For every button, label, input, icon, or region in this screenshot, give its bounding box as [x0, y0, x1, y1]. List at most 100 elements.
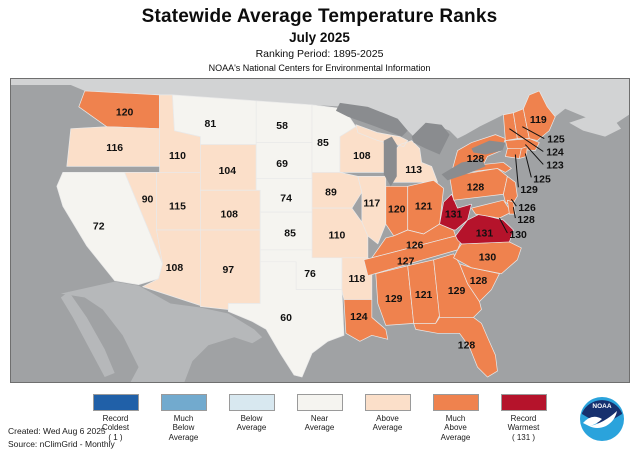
state-value-CA: 72: [93, 222, 105, 233]
state-value-VA: 131: [476, 228, 494, 239]
state-value-NM: 97: [222, 265, 234, 276]
leader-line-VT: [509, 128, 544, 152]
state-value-NJ: 126: [518, 203, 536, 214]
state-ME: [522, 90, 556, 141]
state-value-AR: 118: [348, 274, 365, 285]
state-value-CO: 108: [221, 210, 239, 221]
noaa-logo-text: NOAA: [592, 403, 611, 410]
leader-line-NJ: [510, 198, 517, 207]
state-KY: [371, 223, 456, 259]
state-NJ: [503, 176, 518, 207]
map-svg: 72 120 116 110 81 90 115 104 108 108 97 58 69 74 85 76 6…: [11, 79, 629, 382]
state-LA: [343, 299, 389, 342]
legend-item-much-below: Much Below Average: [150, 394, 218, 442]
state-value-LA: 124: [350, 312, 368, 323]
state-value-MI: 113: [405, 165, 422, 176]
state-value-FL: 128: [458, 341, 476, 352]
mexico-landmass: [60, 281, 263, 382]
state-value-OR: 116: [106, 143, 123, 154]
lake-michigan: [383, 136, 397, 187]
state-value-TX: 60: [280, 313, 292, 324]
legend-item-record-coldest: Record Coldest( 1 ): [82, 394, 150, 442]
state-value-WI: 108: [353, 151, 371, 162]
state-value-IA: 89: [325, 188, 337, 199]
state-value-MD: 130: [509, 230, 527, 241]
legend-swatch-record-coldest: [92, 394, 139, 411]
leader-line-MA: [524, 144, 544, 165]
us-temperature-rank-map: 72 120 116 110 81 90 115 104 108 108 97 58 69 74 85 76 6…: [10, 78, 630, 383]
state-value-KS: 85: [284, 228, 296, 239]
state-value-MA: 123: [546, 160, 564, 171]
lake-ontario: [471, 140, 506, 155]
state-TX: [227, 261, 345, 378]
legend-item-above: Above Average: [354, 394, 422, 433]
state-value-CT: 129: [520, 185, 538, 196]
lake-erie: [441, 158, 486, 181]
state-MD: [471, 199, 512, 219]
legend-item-much-above: Much Above Average: [422, 394, 490, 442]
legend-swatch-near: [296, 394, 343, 411]
state-value-KY: 126: [406, 240, 424, 251]
data-source: Source: nClimGrid - Monthly: [8, 439, 115, 450]
state-IA: [311, 172, 363, 209]
state-value-ND: 58: [276, 121, 288, 132]
title-block: Statewide Average Temperature Ranks July…: [0, 6, 639, 73]
state-value-ID: 110: [169, 151, 186, 162]
state-value-ME: 119: [530, 115, 547, 126]
legend-item-record-warmest: Record Warmest( 131 ): [490, 394, 558, 442]
legend: Record Coldest( 1 ) Much Below Average Belo…: [0, 394, 639, 442]
legend-item-near: Near Average: [286, 394, 354, 433]
state-value-IL: 117: [363, 199, 380, 210]
legend-swatch-much-above: [432, 394, 479, 411]
footer-credits: Created: Wed Aug 6 2025 Source: nClimGri…: [8, 425, 115, 451]
ranking-period: Ranking Period: 1895-2025: [255, 48, 384, 60]
state-NC: [453, 241, 522, 275]
state-value-MO: 110: [329, 230, 346, 241]
state-value-IN: 120: [388, 205, 406, 216]
legend-swatch-below: [228, 394, 275, 411]
state-value-NC: 130: [479, 252, 497, 263]
state-CT: [505, 148, 522, 159]
noaa-logo-svg: NOAA: [580, 397, 624, 441]
lake-superior: [335, 102, 408, 137]
created-date: Created: Wed Aug 6 2025: [8, 426, 106, 436]
state-value-NV: 90: [142, 195, 154, 206]
state-value-labels-layer: 72 120 116 110 81 90 115 104 108 108 97 58 69 74 85 76 6…: [93, 107, 565, 351]
state-VA: [455, 213, 514, 245]
leader-line-CT: [514, 154, 519, 188]
org-name: NOAA's National Centers for Environmenta…: [208, 63, 431, 73]
state-DE: [507, 199, 516, 215]
noaa-logo: NOAA: [577, 393, 627, 443]
state-value-NE: 74: [280, 194, 292, 205]
state-value-VT: 124: [546, 148, 564, 159]
state-value-SC: 128: [470, 276, 488, 287]
legend-swatch-record-warmest: [500, 394, 547, 411]
noaa-logo-seagull: [583, 411, 617, 428]
state-value-UT: 115: [169, 202, 186, 213]
canada-landmass: [11, 79, 629, 139]
state-WV: [439, 193, 472, 231]
state-AL: [407, 259, 440, 324]
great-lakes: [335, 102, 506, 187]
legend-item-below: Below Average: [218, 394, 286, 433]
lake-huron: [411, 122, 450, 155]
state-value-NH: 125: [547, 135, 565, 146]
state-value-WV: 131: [445, 210, 463, 221]
state-value-RI: 125: [533, 174, 551, 185]
state-value-TN: 127: [397, 256, 415, 267]
page-subtitle: July 2025: [289, 30, 350, 45]
leader-line-RI: [524, 153, 532, 178]
leader-line-MD: [498, 217, 508, 234]
leader-line-NH: [522, 126, 545, 140]
state-value-AZ: 108: [166, 263, 184, 274]
nova-scotia-landmass: [569, 114, 622, 137]
state-value-PA: 128: [467, 183, 485, 194]
state-value-NY: 128: [467, 154, 485, 165]
state-OR: [66, 126, 160, 167]
state-value-SD: 69: [276, 159, 288, 170]
legend-swatch-above: [364, 394, 411, 411]
page-title: Statewide Average Temperature Ranks: [141, 6, 498, 27]
state-MS: [375, 265, 415, 326]
state-value-MS: 129: [385, 294, 403, 305]
state-IL: [357, 176, 387, 245]
